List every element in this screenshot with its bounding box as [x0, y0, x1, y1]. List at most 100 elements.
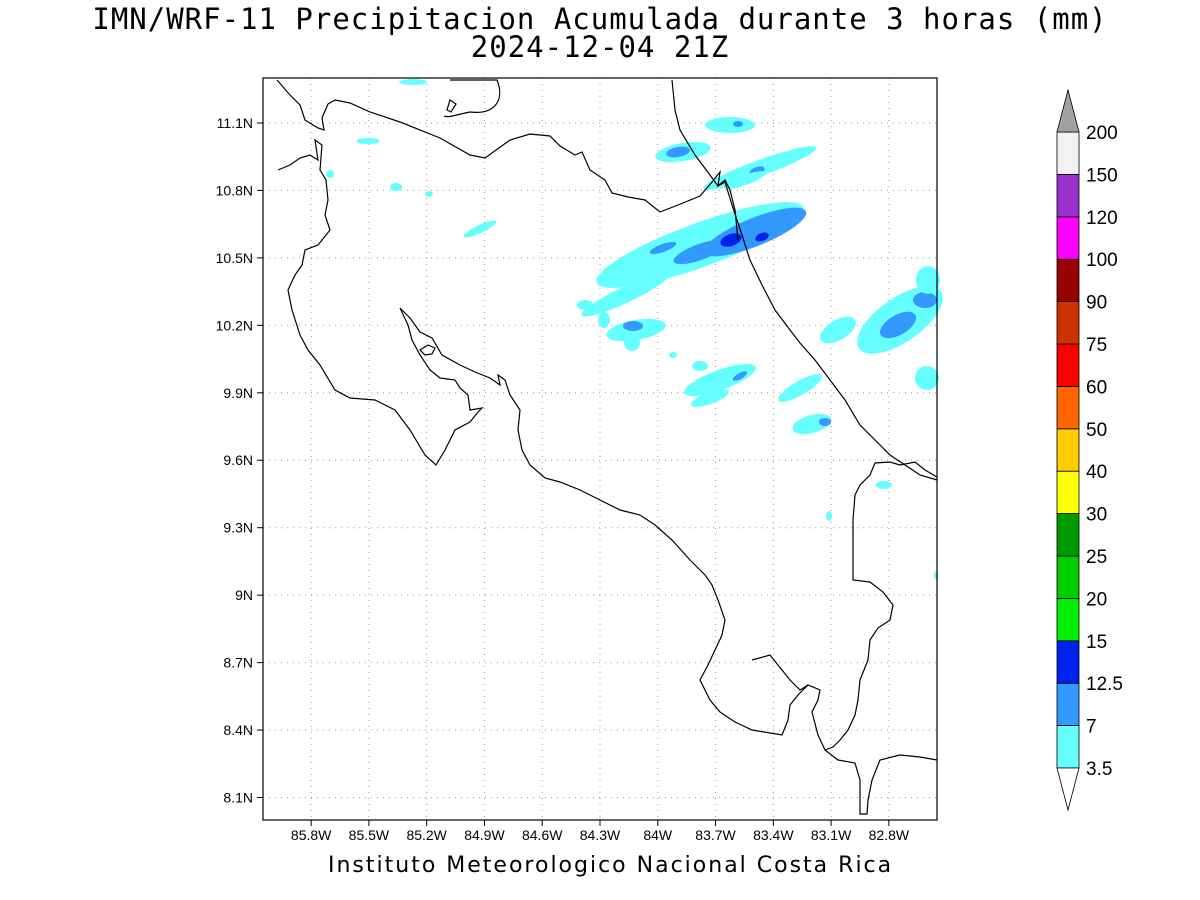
colorbar-bin — [1056, 385, 1080, 430]
lat-tick-label: 9.9N — [223, 385, 253, 401]
lat-tick-label: 9N — [235, 587, 253, 603]
colorbar-max-arrow — [1056, 88, 1080, 133]
precip-area — [390, 183, 402, 191]
colorbar-level-label: 90 — [1086, 293, 1107, 314]
lon-tick-label: 84W — [643, 827, 673, 843]
golfo-dulce — [751, 654, 809, 691]
island-chira — [419, 344, 436, 356]
precip-area — [399, 79, 427, 85]
lon-tick-label: 85.5W — [349, 827, 390, 843]
map-subtitle-date: 2024-12-04 21Z — [470, 30, 730, 64]
lon-tick-label: 83.1W — [811, 827, 852, 843]
colorbar-bin — [1056, 216, 1080, 260]
colorbar-level-label: 60 — [1086, 377, 1107, 398]
precip-area — [733, 121, 743, 127]
precip-area — [669, 352, 677, 358]
lat-tick-label: 9.6N — [223, 452, 253, 468]
precip-area — [732, 371, 748, 381]
precip-area — [916, 266, 940, 294]
colorbar-level-label: 200 — [1086, 123, 1118, 144]
colorbar-bin — [1056, 343, 1080, 387]
lon-tick-label: 83.7W — [695, 827, 736, 843]
precip-area — [879, 311, 917, 339]
precip-area — [581, 273, 669, 317]
lat-tick-label: 8.1N — [223, 790, 253, 806]
colorbar-bin — [1056, 640, 1080, 684]
colorbar-bin — [1056, 513, 1080, 557]
coastlines — [276, 79, 938, 815]
longitude-axis: 85.8W 85.5W 85.2W 84.9W 84.6W 84.3W 84W 83.7W 83… — [291, 820, 910, 843]
precip-area — [691, 389, 729, 407]
precip-area — [598, 312, 610, 328]
precip-area — [326, 170, 334, 178]
nicoya-peninsula — [277, 138, 484, 466]
lon-tick-label: 83.4W — [753, 827, 794, 843]
colorbar-bin — [1056, 428, 1080, 472]
colorbar-bin — [1056, 555, 1080, 599]
colorbar-bin — [1056, 725, 1080, 769]
colorbar-level-label: 15 — [1086, 632, 1107, 653]
precip-area — [649, 241, 677, 255]
colorbar-level-label: 150 — [1086, 165, 1118, 186]
precip-area — [826, 511, 832, 521]
colorbar-level-label: 12.5 — [1086, 674, 1123, 695]
colorbar-level-label: 100 — [1086, 250, 1118, 271]
colorbar-level-label: 30 — [1086, 505, 1107, 526]
colorbar-bin — [1056, 131, 1080, 175]
lat-tick-label: 10.2N — [216, 317, 253, 333]
colorbar-level-label: 40 — [1086, 462, 1107, 483]
colorbar-level-label: 75 — [1086, 335, 1107, 356]
precip-area — [684, 363, 756, 397]
precip-area — [778, 374, 822, 402]
precip-area — [624, 335, 640, 351]
lon-tick-label: 84.3W — [580, 827, 621, 843]
precip-area — [755, 232, 769, 242]
precip-area — [876, 481, 892, 489]
colorbar-level-label: 20 — [1086, 589, 1107, 610]
precip-area — [724, 171, 766, 189]
colorbar-min-arrow — [1056, 767, 1080, 812]
lon-tick-label: 85.2W — [406, 827, 447, 843]
colorbar-level-label: 3.5 — [1086, 759, 1112, 780]
lon-tick-label: 85.8W — [291, 827, 332, 843]
caribbean-coast — [671, 79, 938, 481]
precip-area — [915, 366, 939, 390]
precip-area — [577, 300, 593, 310]
lon-tick-label: 82.8W — [869, 827, 910, 843]
colorbar-bin — [1056, 173, 1080, 218]
precip-area — [623, 321, 643, 331]
colorbar-level-label: 7 — [1086, 717, 1097, 738]
colorbar-bin — [1056, 598, 1080, 642]
lat-tick-label: 10.8N — [216, 182, 253, 198]
colorbar-level-label: 120 — [1086, 208, 1118, 229]
latitude-axis: 11.1N 10.8N 10.5N 10.2N 9.9N 9.6N 9.3N 9N 8.7N 8.… — [216, 115, 263, 806]
lon-tick-label: 84.6W — [522, 827, 563, 843]
precip-area — [463, 220, 497, 238]
precip-area — [356, 138, 380, 144]
panama-border — [824, 461, 938, 751]
precip-area — [666, 146, 690, 158]
precip-area — [673, 239, 727, 265]
precip-area — [819, 418, 831, 426]
lake-nicaragua-shore — [443, 79, 501, 118]
precip-area — [720, 233, 742, 247]
lat-tick-label: 11.1N — [217, 115, 253, 131]
colorbar-bin — [1056, 682, 1080, 727]
colorbar-bin — [1056, 470, 1080, 515]
lon-tick-label: 84.9W — [464, 827, 505, 843]
colorbar-bin — [1056, 258, 1080, 303]
precip-area — [819, 316, 857, 344]
colorbar: 3.5 7 12.5 15 20 25 30 40 50 60 75 90 100 120 150 200 — [1056, 88, 1123, 812]
map-title: IMN/WRF-11 Precipitacion Acumulada duran… — [92, 2, 1108, 36]
precip-area — [913, 292, 937, 308]
lat-tick-label: 9.3N — [223, 520, 253, 536]
lat-tick-label: 8.7N — [223, 655, 253, 671]
lat-tick-label: 10.5N — [216, 250, 253, 266]
pacific-coast-south — [399, 307, 938, 815]
lat-tick-label: 8.4N — [223, 722, 253, 738]
colorbar-level-label: 50 — [1086, 420, 1107, 441]
island — [446, 99, 457, 113]
footer-credit: Instituto Meteorologico Nacional Costa R… — [328, 853, 894, 878]
colorbar-bin — [1056, 301, 1080, 345]
